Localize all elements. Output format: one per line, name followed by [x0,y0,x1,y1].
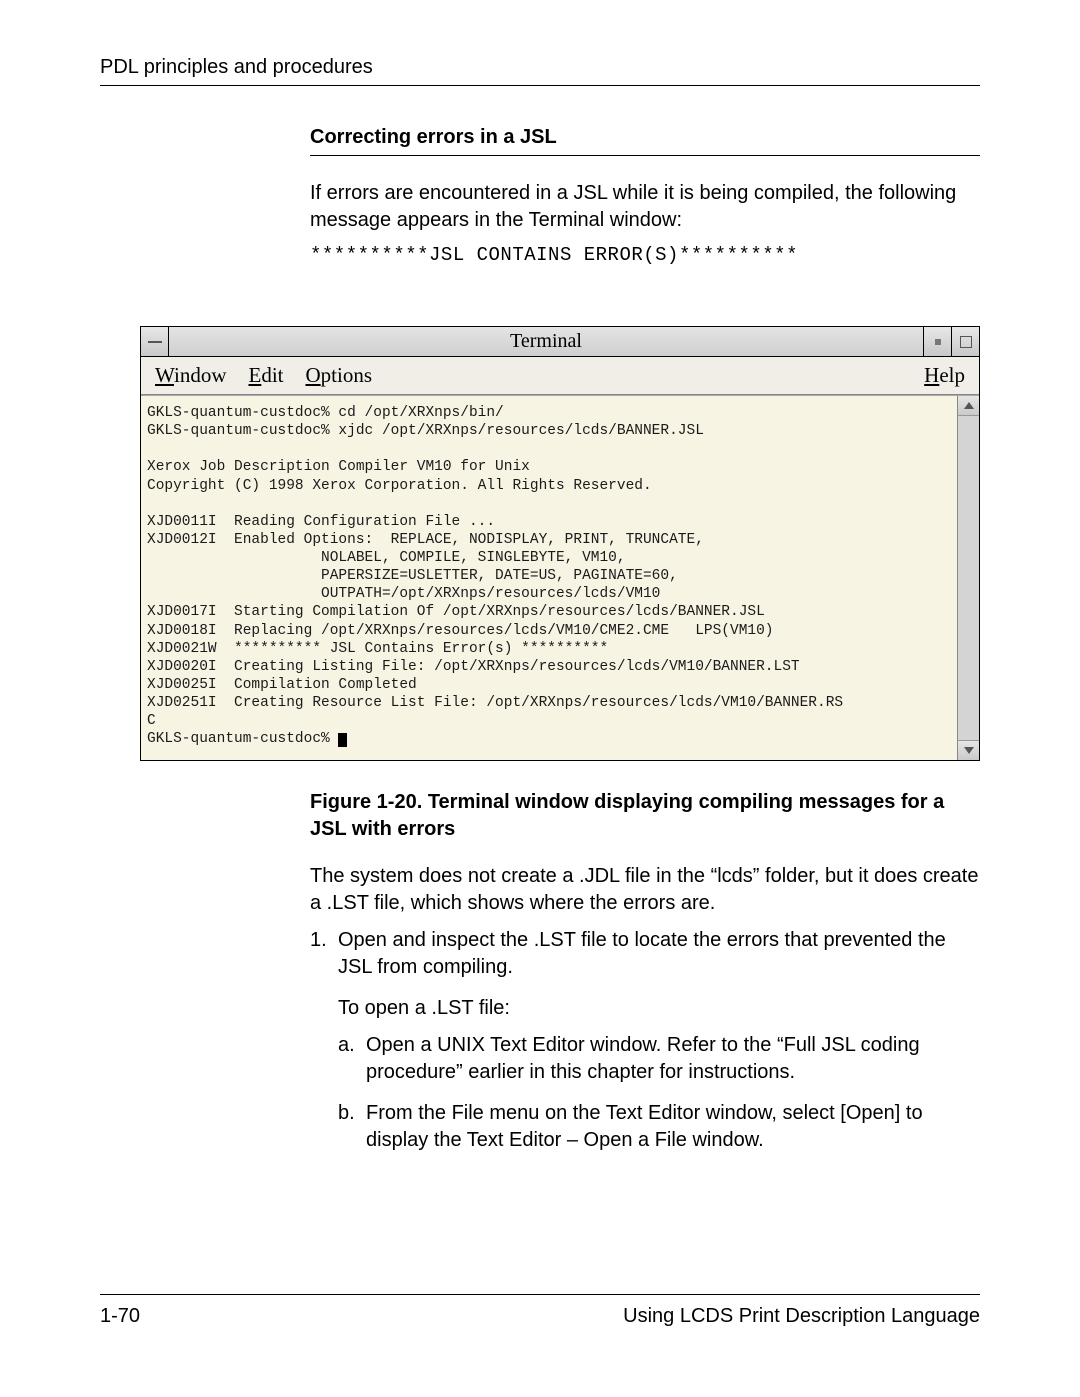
step-1a: a. Open a UNIX Text Editor window. Refer… [338,1032,980,1086]
page-header: PDL principles and procedures [100,56,980,86]
step-1b-text: From the File menu on the Text Editor wi… [366,1100,980,1154]
scroll-down-button[interactable] [958,740,979,760]
figure-caption: Figure 1-20. Terminal window displaying … [310,789,980,843]
step-1: 1. Open and inspect the .LST file to loc… [310,927,980,981]
terminal-text: GKLS-quantum-custdoc% cd /opt/XRXnps/bin… [147,405,843,747]
maximize-button[interactable] [951,327,979,356]
menu-window[interactable]: Window [155,363,226,388]
page-footer: 1-70 Using LCDS Print Description Langua… [100,1294,980,1328]
menu-help[interactable]: Help [924,363,965,388]
terminal-title: Terminal [169,327,923,356]
terminal-window: Terminal Window Edit Options Help GKLS-q… [140,326,980,761]
section-heading: Correcting errors in a JSL [310,126,980,156]
menu-options[interactable]: Options [305,363,372,388]
step-1b-number: b. [338,1100,366,1154]
step-1-number: 1. [310,927,338,981]
footer-title: Using LCDS Print Description Language [140,1305,980,1328]
step-1-subtext: To open a .LST file: [338,995,980,1022]
after-figure-paragraph: The system does not create a .JDL file i… [310,863,980,917]
cursor-icon [338,733,347,747]
minimize-button[interactable] [923,327,951,356]
menu-edit[interactable]: Edit [248,363,283,388]
terminal-body[interactable]: GKLS-quantum-custdoc% cd /opt/XRXnps/bin… [141,395,957,760]
terminal-menubar: Window Edit Options Help [141,357,979,395]
step-1a-number: a. [338,1032,366,1086]
step-1-text: Open and inspect the .LST file to locate… [338,927,980,981]
terminal-titlebar: Terminal [141,327,979,357]
scroll-up-button[interactable] [958,396,979,416]
terminal-scrollbar[interactable] [957,395,979,760]
window-menu-button[interactable] [141,327,169,356]
error-message-sample: **********JSL CONTAINS ERROR(S)*********… [310,244,980,266]
step-1a-text: Open a UNIX Text Editor window. Refer to… [366,1032,980,1086]
scroll-track[interactable] [958,416,979,740]
page-number: 1-70 [100,1305,140,1328]
intro-paragraph: If errors are encountered in a JSL while… [310,180,980,234]
step-1b: b. From the File menu on the Text Editor… [338,1100,980,1154]
